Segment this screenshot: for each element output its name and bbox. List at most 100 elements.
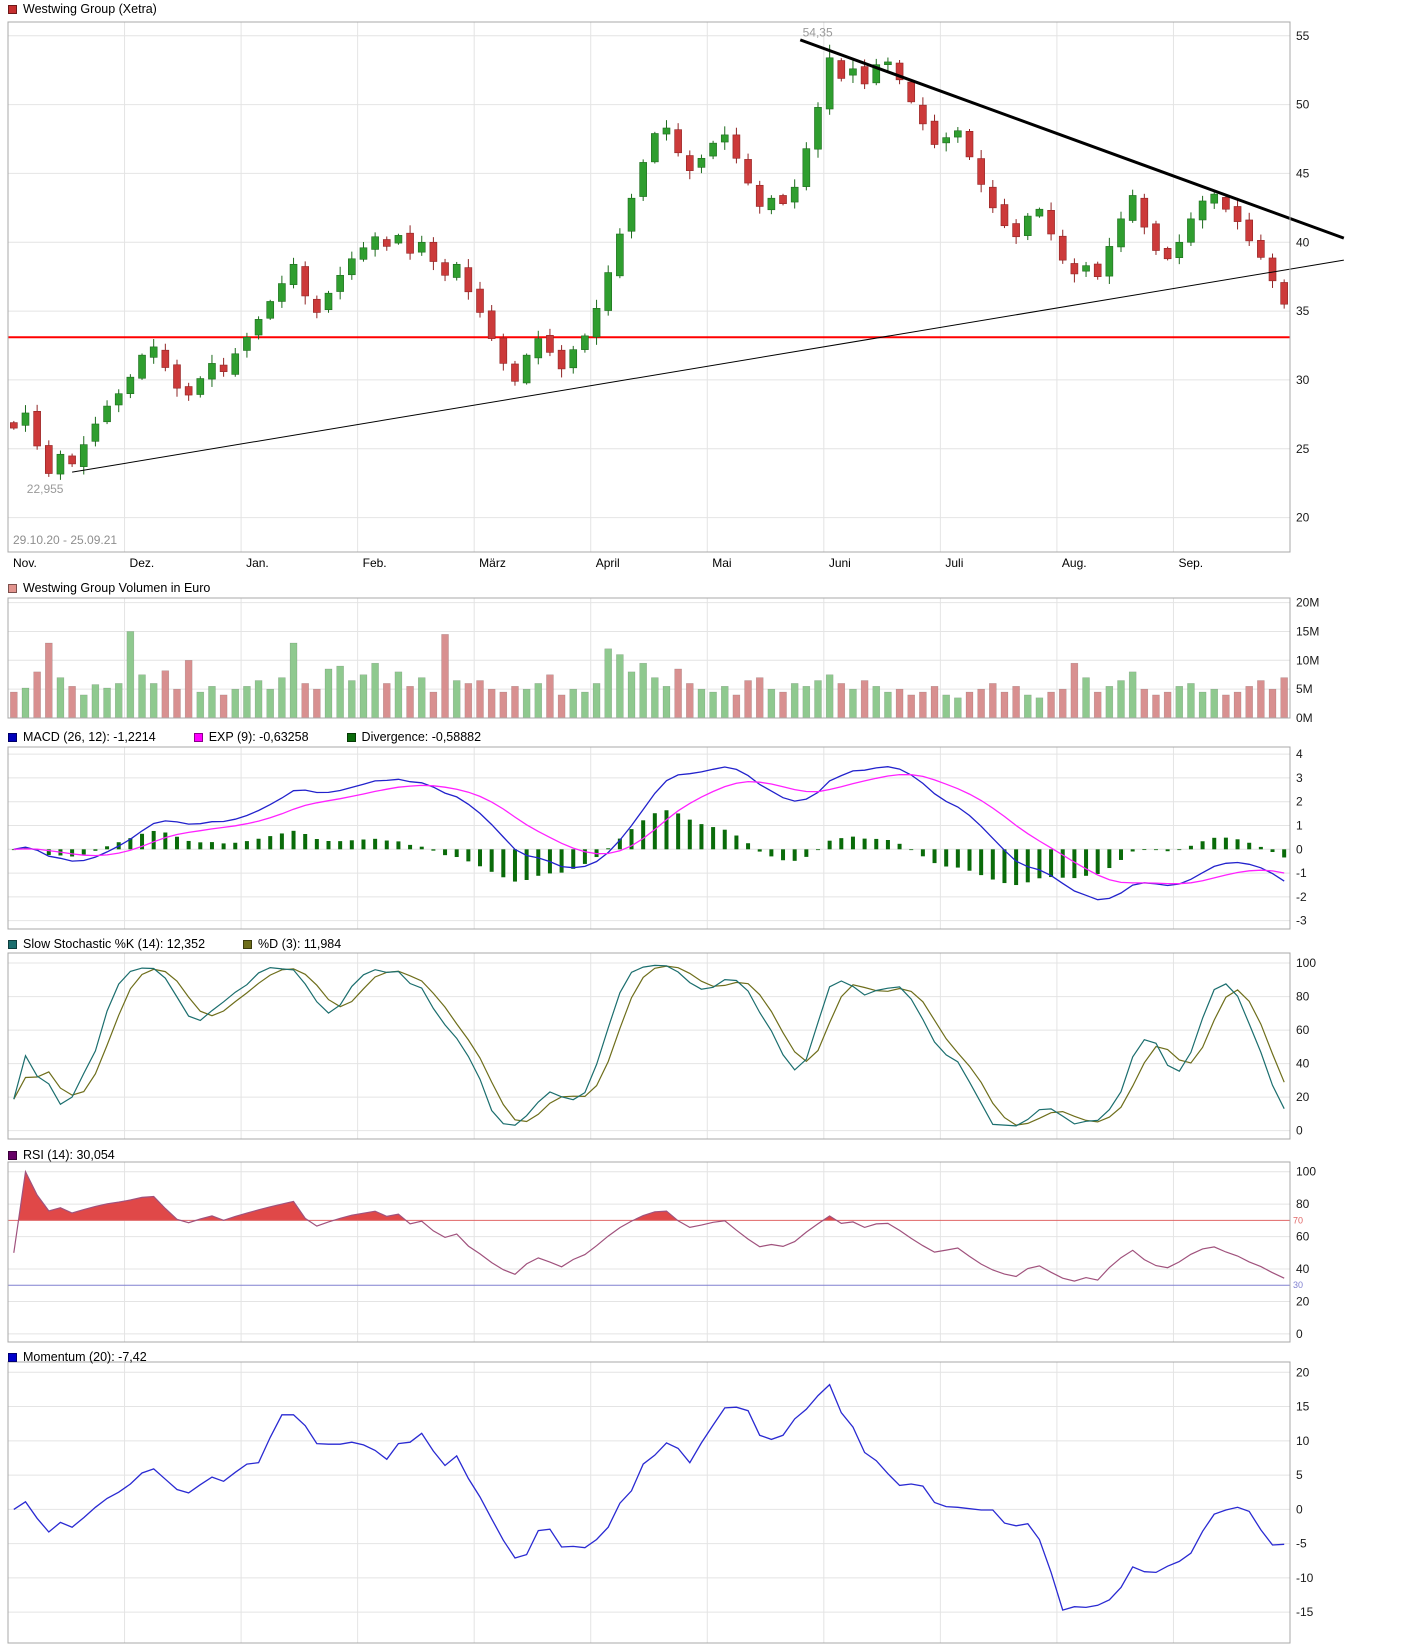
- candles: [10, 44, 1288, 480]
- macd-legend-item: MACD (26, 12): -1,2214: [8, 730, 156, 744]
- y-tick-label: -3: [1296, 914, 1307, 928]
- divergence-series-label: Divergence: -0,58882: [361, 730, 482, 744]
- plot-frame: [7, 21, 1291, 553]
- stoch-d-line: [13, 965, 1285, 1126]
- y-tick-label: 20: [1296, 1365, 1310, 1379]
- divergence-legend-item: Divergence: -0,58882: [346, 730, 482, 744]
- y-tick-label: 40: [1296, 1262, 1310, 1276]
- exp-signal-line: [13, 773, 1285, 885]
- rsi-legend-item: RSI (14): 30,054: [8, 1148, 115, 1162]
- x-axis-month-label: Aug.: [1061, 556, 1087, 570]
- volume-series-swatch-icon: [8, 583, 17, 593]
- rsi-overbought-fill: [196, 1201, 309, 1221]
- y-tick-label: -15: [1296, 1605, 1314, 1619]
- x-axis-month-label: Jan.: [246, 556, 269, 570]
- macd-legend: MACD (26, 12): -1,2214 EXP (9): -0,63258…: [8, 730, 519, 744]
- y-tick-label: 40: [1296, 235, 1310, 249]
- y-tick-label: 60: [1296, 1023, 1310, 1037]
- y-tick-label: -2: [1296, 890, 1307, 904]
- y-tick-label: 0: [1296, 842, 1303, 856]
- stoch-k-legend-item: Slow Stochastic %K (14): 12,352: [8, 937, 205, 951]
- price-legend: Westwing Group (Xetra): [8, 2, 195, 16]
- momentum-legend-item: Momentum (20): -7,42: [8, 1350, 147, 1364]
- rsi-overbought-fill: [633, 1211, 678, 1221]
- trend-line: [799, 38, 1345, 240]
- y-tick-label: 1: [1296, 819, 1303, 833]
- stoch-k-label: Slow Stochastic %K (14): 12,352: [23, 937, 206, 951]
- grid: [8, 1362, 1290, 1643]
- y-tick-label: 80: [1296, 990, 1310, 1004]
- x-axis-month-label: Juli: [945, 556, 964, 570]
- x-axis-month-label: Mai: [712, 556, 732, 570]
- plot-frame: [7, 1361, 1291, 1644]
- rsi-line: [13, 1169, 1285, 1282]
- y-tick-label: 4: [1296, 747, 1303, 761]
- grid: [8, 747, 1290, 929]
- y-tick-label: 10: [1296, 1434, 1310, 1448]
- stoch-k-swatch-icon: [8, 939, 17, 949]
- plot-frame: [7, 746, 1291, 930]
- y-tick-label: 20: [1296, 1090, 1310, 1104]
- y-tick-label: 0: [1296, 1124, 1303, 1138]
- y-tick-label: 35: [1296, 304, 1310, 318]
- y-tick-label: 15M: [1296, 624, 1319, 638]
- price-series-swatch-icon: [8, 4, 17, 14]
- y-tick-label: 3: [1296, 771, 1303, 785]
- volume-bars: [10, 631, 1288, 719]
- y-tick-label: -10: [1296, 1571, 1314, 1585]
- rsi-overbought-tick-label: 70: [1293, 1215, 1303, 1225]
- y-tick-label: 80: [1296, 1197, 1310, 1211]
- volume-legend: Westwing Group Volumen in Euro: [8, 581, 248, 595]
- stoch-d-legend-item: %D (3): 11,984: [243, 937, 341, 951]
- rsi-swatch-icon: [8, 1150, 17, 1160]
- momentum-label: Momentum (20): -7,42: [23, 1350, 147, 1364]
- plot-frame: [7, 952, 1291, 1140]
- y-tick-label: 20M: [1296, 596, 1319, 610]
- macd-chart-panel: 4 3 2 1 0 -1 -2 -3: [7, 746, 1307, 930]
- y-tick-label: 0M: [1296, 711, 1313, 724]
- rsi-legend: RSI (14): 30,054: [8, 1148, 153, 1162]
- x-axis-month-label: April: [595, 556, 620, 570]
- momentum-swatch-icon: [8, 1352, 17, 1362]
- rsi-overbought-fill: [18, 1171, 181, 1221]
- date-range-label: 29.10.20 - 25.09.21: [13, 533, 118, 547]
- grid: [8, 1162, 1290, 1342]
- stoch-k-line: [13, 964, 1285, 1127]
- momentum-legend: Momentum (20): -7,42: [8, 1350, 185, 1364]
- stochastic-chart-panel: 100 80 60 40 20 0: [7, 952, 1316, 1140]
- y-tick-label: 0: [1296, 1327, 1303, 1341]
- stoch-d-swatch-icon: [243, 939, 253, 949]
- divergence-series-swatch-icon: [346, 732, 356, 742]
- y-tick-label: 40: [1296, 1057, 1310, 1071]
- trend-line: [72, 259, 1344, 473]
- y-tick-label: 5: [1296, 1468, 1303, 1482]
- y-tick-label: -1: [1296, 866, 1307, 880]
- volume-legend-item: Westwing Group Volumen in Euro: [8, 581, 210, 595]
- rsi-overbought-fill: [333, 1211, 406, 1221]
- x-axis-month-label: Feb.: [362, 556, 387, 570]
- x-axis-month-label: Nov.: [13, 556, 37, 570]
- y-tick-label: 25: [1296, 442, 1310, 456]
- rsi-overbought-fill: [823, 1216, 837, 1221]
- exp-legend-item: EXP (9): -0,63258: [193, 730, 309, 744]
- plot-frame: [7, 1161, 1291, 1343]
- stoch-d-label: %D (3): 11,984: [258, 937, 342, 951]
- price-annotation: 54,35: [803, 26, 833, 40]
- price-chart-panel: 55 50 45 40 35 30 25 20 54,35 22,955: [7, 21, 1345, 553]
- y-tick-label: 55: [1296, 29, 1310, 43]
- macd-series-label: MACD (26, 12): -1,2214: [23, 730, 156, 744]
- y-tick-label: 20: [1296, 1294, 1310, 1308]
- exp-series-swatch-icon: [193, 732, 203, 742]
- y-tick-label: 45: [1296, 166, 1310, 180]
- volume-series-label: Westwing Group Volumen in Euro: [23, 581, 211, 595]
- price-legend-item: Westwing Group (Xetra): [8, 2, 157, 16]
- y-tick-label: 5M: [1296, 682, 1313, 696]
- x-axis-month-label: Dez.: [129, 556, 155, 570]
- y-tick-label: 100: [1296, 956, 1316, 970]
- rsi-chart-panel: 100 80 60 40 20 0 70 30: [7, 1161, 1316, 1343]
- y-tick-label: -5: [1296, 1537, 1307, 1551]
- y-tick-label: 2: [1296, 795, 1303, 809]
- plot-frame: [7, 597, 1291, 719]
- y-tick-label: 50: [1296, 98, 1310, 112]
- x-axis-month-label: März: [479, 556, 506, 570]
